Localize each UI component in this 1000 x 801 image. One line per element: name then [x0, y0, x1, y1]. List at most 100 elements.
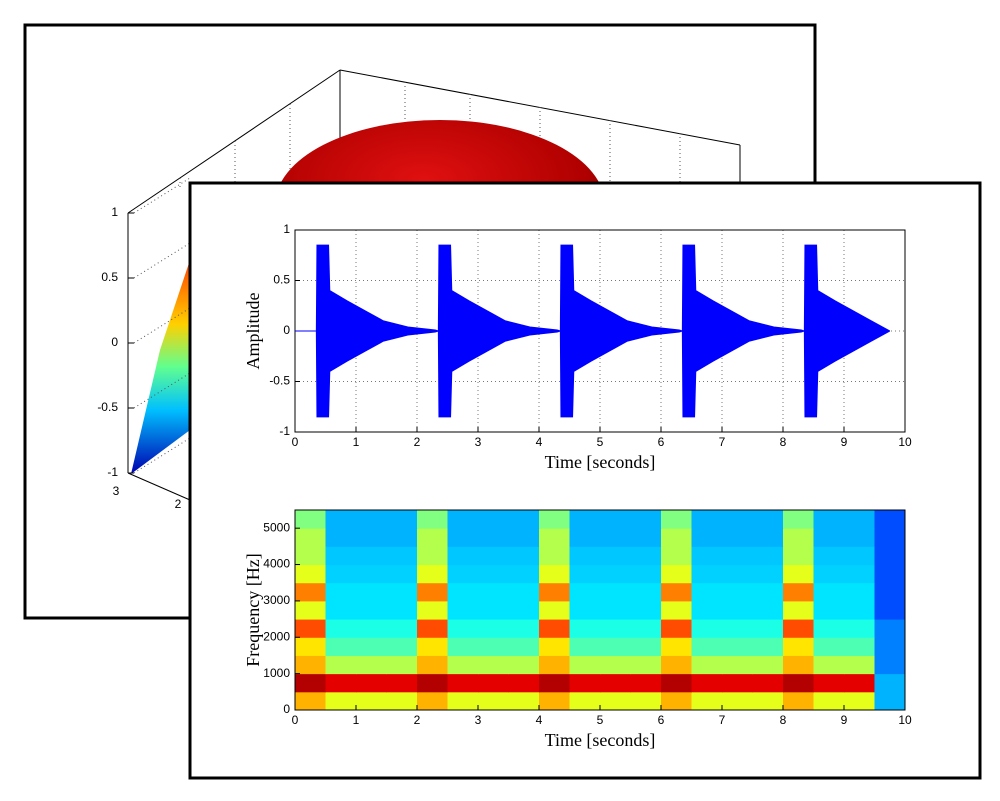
x-tick-label: 4 [536, 435, 543, 449]
x-tick-label: 4 [536, 713, 543, 727]
heat-cell [600, 546, 631, 566]
heat-cell [386, 546, 418, 566]
heat-cell [325, 691, 357, 711]
heat-cell [630, 510, 662, 529]
z-tick-label: -1 [107, 465, 118, 479]
heat-cell [874, 673, 906, 693]
heat-cell [386, 637, 418, 656]
heat-cell [539, 637, 570, 656]
heat-cell [417, 546, 448, 566]
x-tick-label: 5 [597, 713, 604, 727]
heat-cell [508, 673, 540, 693]
heat-cell [417, 673, 448, 693]
heat-cell [295, 546, 326, 566]
heat-cell [356, 673, 387, 693]
heat-cell [417, 600, 448, 620]
heat-cell [356, 510, 387, 529]
heat-cell [722, 528, 753, 547]
heat-cell [356, 619, 387, 638]
z-tick-label: 1 [111, 205, 118, 219]
heat-cell [508, 546, 540, 566]
heat-cell [813, 564, 845, 584]
heat-cell [447, 600, 479, 620]
heat-cell [813, 510, 845, 529]
heat-cell [356, 582, 387, 602]
heat-cell [844, 582, 875, 602]
x-tick-label: 0 [292, 435, 299, 449]
heat-cell [661, 637, 692, 656]
heat-cell [844, 655, 875, 675]
heat-cell [691, 637, 723, 656]
y-tick-label: 0 [283, 702, 290, 716]
heat-cell [722, 546, 753, 566]
heat-cell [417, 582, 448, 602]
heat-cell [356, 600, 387, 620]
heat-cell [783, 600, 814, 620]
heat-cell [295, 564, 326, 584]
heat-cell [691, 564, 723, 584]
heat-cell [722, 673, 753, 693]
heat-cell [600, 619, 631, 638]
heat-cell [752, 528, 784, 547]
heat-cell [874, 510, 906, 529]
heat-cell [447, 655, 479, 675]
heat-cell [783, 528, 814, 547]
heat-cell [478, 582, 509, 602]
heat-cell [783, 655, 814, 675]
heat-cell [630, 637, 662, 656]
heat-cell [874, 600, 906, 620]
heat-cell [600, 582, 631, 602]
heat-cell [386, 582, 418, 602]
z-tick-label: -0.5 [97, 400, 118, 414]
x-tick-label: 3 [113, 484, 120, 498]
heat-cell [691, 619, 723, 638]
heat-cell [722, 582, 753, 602]
heat-cell [691, 673, 723, 693]
x-tick-label: 10 [898, 713, 912, 727]
heat-cell [844, 510, 875, 529]
heat-cell [630, 564, 662, 584]
heat-cell [874, 619, 906, 638]
heat-cell [813, 546, 845, 566]
heat-cell [478, 528, 509, 547]
x-axis-label: Time [seconds] [545, 452, 656, 472]
heat-cell [722, 637, 753, 656]
heat-cell [539, 619, 570, 638]
heat-cell [539, 510, 570, 529]
heat-cell [356, 691, 387, 711]
heat-cell [844, 564, 875, 584]
heat-cell [813, 655, 845, 675]
heat-cell [447, 637, 479, 656]
y-tick-label: 1000 [263, 666, 290, 680]
y-tick-label: 3000 [263, 593, 290, 607]
heat-cell [447, 582, 479, 602]
heat-cell [386, 564, 418, 584]
heat-cell [386, 673, 418, 693]
heat-cell [539, 691, 570, 711]
heat-cell [691, 600, 723, 620]
heat-cell [417, 619, 448, 638]
heat-cell [661, 600, 692, 620]
heat-cell [722, 564, 753, 584]
heat-cell [386, 691, 418, 711]
heat-cell [508, 637, 540, 656]
heat-cell [508, 600, 540, 620]
waveform [295, 244, 890, 332]
z-tick-label: 0.5 [101, 270, 118, 284]
heat-cell [722, 691, 753, 711]
heat-cell [691, 510, 723, 529]
heat-cell [569, 528, 601, 547]
heat-cell [752, 637, 784, 656]
heat-cell [539, 582, 570, 602]
heat-cell [661, 619, 692, 638]
x-tick-label: 8 [780, 435, 787, 449]
x-tick-label: 2 [414, 713, 421, 727]
heat-cell [661, 510, 692, 529]
heat-cell [630, 600, 662, 620]
heat-cell [630, 673, 662, 693]
x-tick-label: 2 [414, 435, 421, 449]
heat-cell [874, 637, 906, 656]
heat-cell [417, 510, 448, 529]
x-tick-label: 9 [841, 713, 848, 727]
heat-cell [417, 691, 448, 711]
